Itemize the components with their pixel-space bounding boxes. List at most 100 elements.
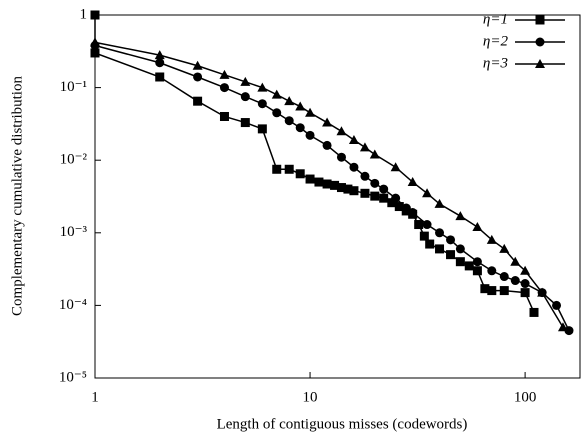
marker	[284, 116, 294, 126]
marker	[284, 96, 295, 106]
marker	[472, 222, 483, 232]
legend-marker	[535, 59, 545, 68]
marker	[435, 228, 445, 238]
marker	[155, 58, 165, 68]
marker	[434, 198, 445, 208]
marker	[90, 37, 100, 47]
marker	[257, 99, 267, 109]
marker	[336, 152, 346, 162]
marker	[422, 220, 432, 230]
marker	[480, 284, 490, 294]
marker	[487, 286, 497, 296]
marker	[369, 149, 380, 159]
marker	[348, 134, 359, 144]
marker	[499, 243, 510, 253]
marker	[379, 193, 389, 203]
y-tick-label: 10⁻⁴	[59, 297, 87, 313]
marker	[446, 250, 456, 260]
marker	[271, 89, 282, 99]
marker	[295, 169, 305, 179]
marker	[240, 92, 250, 102]
marker	[472, 257, 482, 267]
marker	[520, 288, 530, 298]
marker	[407, 177, 418, 187]
marker	[155, 72, 165, 82]
marker	[322, 179, 332, 189]
marker	[487, 266, 497, 276]
marker	[408, 208, 418, 218]
marker	[305, 130, 315, 140]
marker	[394, 202, 404, 212]
y-axis-label: Complementary cumulative distribution	[9, 76, 25, 316]
marker	[422, 188, 433, 198]
marker	[193, 72, 203, 82]
marker	[322, 140, 332, 150]
marker	[499, 286, 509, 296]
marker	[240, 76, 251, 86]
x-tick-label: 100	[514, 389, 537, 405]
marker	[520, 265, 531, 275]
marker	[322, 117, 333, 127]
y-tick-label: 10⁻²	[60, 152, 88, 168]
y-tick-label: 10⁻¹	[60, 79, 87, 95]
marker	[305, 107, 316, 117]
legend-marker	[535, 15, 545, 25]
marker	[387, 198, 397, 208]
x-tick-label: 1	[91, 389, 99, 405]
marker	[257, 124, 267, 134]
marker	[391, 193, 401, 203]
marker	[219, 111, 229, 121]
marker	[370, 191, 380, 201]
marker	[349, 186, 359, 196]
marker	[529, 307, 539, 317]
marker	[425, 239, 435, 249]
marker	[446, 235, 456, 245]
marker	[272, 108, 282, 118]
marker	[455, 211, 466, 221]
marker	[219, 83, 229, 93]
marker	[336, 183, 346, 193]
marker	[240, 118, 250, 128]
marker	[284, 164, 294, 174]
marker	[552, 300, 562, 310]
marker	[330, 180, 340, 190]
marker	[486, 234, 497, 244]
marker	[414, 220, 424, 230]
marker	[360, 171, 370, 181]
legend-label: η=2	[483, 33, 509, 49]
marker	[537, 287, 548, 297]
marker	[305, 174, 315, 184]
marker	[510, 256, 521, 266]
marker	[455, 244, 465, 254]
marker	[349, 162, 359, 172]
legend-marker	[535, 37, 545, 47]
marker	[192, 60, 203, 70]
marker	[557, 322, 568, 332]
marker	[314, 177, 324, 187]
marker	[336, 126, 347, 136]
marker	[390, 162, 401, 172]
marker	[401, 203, 411, 213]
marker	[154, 50, 165, 60]
plot-frame	[94, 14, 581, 379]
x-tick-label: 10	[303, 389, 318, 405]
marker	[520, 279, 530, 289]
marker	[360, 188, 370, 198]
marker	[472, 266, 482, 276]
marker	[359, 142, 370, 152]
marker	[295, 101, 306, 111]
y-tick-label: 10⁻⁵	[59, 369, 87, 385]
marker	[379, 184, 389, 194]
y-tick-label: 10⁻³	[60, 224, 88, 240]
marker	[419, 231, 429, 241]
y-tick-label: 1	[80, 6, 88, 22]
x-axis-label: Length of contiguous misses (codewords)	[217, 416, 468, 432]
marker	[90, 48, 100, 58]
marker	[510, 276, 520, 286]
marker	[219, 69, 230, 79]
marker	[370, 178, 380, 188]
marker	[435, 244, 445, 254]
marker	[499, 272, 509, 282]
marker	[295, 123, 305, 133]
